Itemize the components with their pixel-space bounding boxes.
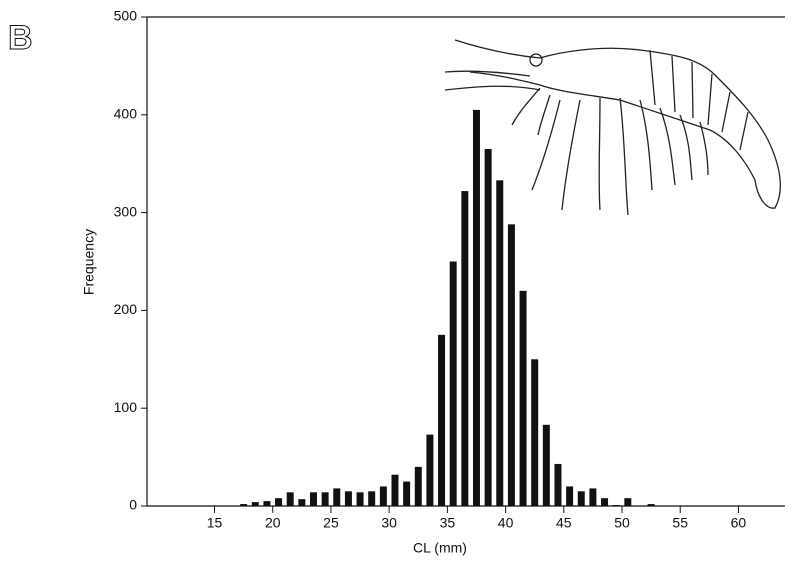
bar (496, 180, 504, 507)
y-tick-label: 0 (129, 497, 137, 513)
y-tick-label: 200 (114, 301, 138, 317)
bar (414, 466, 422, 506)
y-axis-label: Frequency (81, 229, 97, 295)
bar (286, 492, 294, 506)
bar (275, 498, 283, 506)
bar (391, 474, 399, 506)
bar (321, 492, 329, 506)
bar (438, 334, 446, 506)
bar (449, 261, 457, 506)
bar (426, 434, 434, 506)
bar (577, 491, 585, 506)
x-tick-label: 20 (265, 515, 281, 531)
x-tick-label: 35 (440, 515, 456, 531)
x-tick-label: 25 (323, 515, 339, 531)
x-axis-label: CL (mm) (413, 540, 467, 556)
bar (647, 504, 655, 506)
bar (251, 502, 259, 506)
y-tick-label: 300 (114, 203, 138, 219)
x-tick-label: 40 (498, 515, 514, 531)
bar (624, 498, 632, 506)
bar (589, 488, 597, 506)
x-tick-label: 15 (207, 515, 223, 531)
bar (542, 424, 550, 506)
bar (263, 501, 271, 506)
bar (519, 290, 527, 506)
panel-label: B (8, 19, 33, 57)
bar (566, 486, 574, 506)
bar (298, 499, 306, 506)
bar (461, 191, 469, 507)
bar (309, 492, 317, 506)
shrimp-illustration (444, 39, 781, 216)
bar (368, 491, 376, 506)
bar (472, 109, 480, 506)
x-tick-label: 50 (614, 515, 630, 531)
bar (344, 491, 352, 506)
bar (333, 488, 341, 506)
bar (507, 224, 515, 506)
bar (531, 359, 539, 506)
y-tick-label: 500 (114, 8, 138, 24)
x-tick-label: 45 (556, 515, 572, 531)
bar (484, 149, 492, 506)
bar (601, 498, 609, 506)
bar (403, 481, 411, 506)
x-tick-label: 55 (672, 515, 688, 531)
bar (240, 504, 248, 506)
bar (379, 486, 387, 506)
bar (612, 505, 620, 506)
y-tick-label: 100 (114, 399, 138, 415)
x-tick-label: 60 (731, 515, 747, 531)
bar (554, 463, 562, 506)
x-tick-label: 30 (381, 515, 397, 531)
bar (356, 492, 364, 506)
y-tick-label: 400 (114, 106, 138, 122)
